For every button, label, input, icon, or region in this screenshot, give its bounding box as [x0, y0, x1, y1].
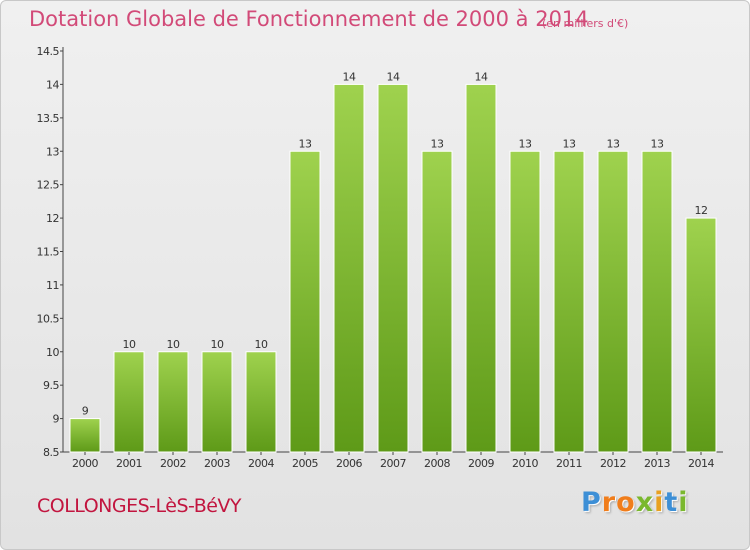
y-tick-label: 11.5 — [37, 246, 60, 259]
logo-letter: r — [601, 487, 617, 518]
bar-2000 — [69, 418, 101, 453]
value-label: 13 — [651, 137, 664, 150]
bar-2001 — [113, 351, 145, 453]
bar-2012 — [597, 150, 629, 453]
bar-2007 — [377, 83, 409, 453]
x-tick-label: 2010 — [512, 457, 538, 470]
x-tick-label: 2013 — [644, 457, 670, 470]
logo-letter: o — [616, 487, 636, 518]
x-tick-label: 2006 — [336, 457, 362, 470]
commune-name: COLLONGES-LèS-BéVY — [37, 495, 242, 517]
y-tick-label: 14 — [46, 78, 59, 91]
value-label: 10 — [123, 338, 136, 351]
value-label: 14 — [343, 70, 356, 83]
y-tick-label: 10 — [46, 346, 59, 359]
value-label: 10 — [211, 338, 224, 351]
x-tick-label: 2001 — [116, 457, 142, 470]
bar-2003 — [201, 351, 233, 453]
bar-2010 — [509, 150, 541, 453]
x-tick-label: 2002 — [160, 457, 186, 470]
y-tick-label: 9.5 — [43, 379, 59, 392]
bar-2008 — [421, 150, 453, 453]
y-tick-label: 9 — [53, 413, 60, 426]
bar-2005 — [289, 150, 321, 453]
value-label: 13 — [607, 137, 620, 150]
bar-2013 — [641, 150, 673, 453]
x-tick-label: 2007 — [380, 457, 406, 470]
x-tick-label: 2011 — [556, 457, 582, 470]
chart-title: Dotation Globale de Fonctionnement de 20… — [29, 7, 589, 31]
x-tick-label: 2003 — [204, 457, 230, 470]
bar-2014 — [685, 217, 717, 453]
value-label: 10 — [167, 338, 180, 351]
x-tick-label: 2008 — [424, 457, 450, 470]
value-label: 13 — [299, 137, 312, 150]
value-label: 14 — [387, 70, 400, 83]
y-tick-label: 14.5 — [37, 45, 60, 58]
x-tick-label: 2000 — [72, 457, 98, 470]
value-label: 13 — [563, 137, 576, 150]
bar-2002 — [157, 351, 189, 453]
x-tick-label: 2012 — [600, 457, 626, 470]
value-label: 13 — [431, 137, 444, 150]
logo-letter: i — [654, 487, 665, 518]
bar-2011 — [553, 150, 585, 453]
logo-letter: P — [581, 487, 602, 518]
y-tick-label: 10.5 — [37, 312, 60, 325]
y-tick-label: 8.5 — [43, 446, 59, 459]
value-label: 9 — [82, 405, 89, 418]
logo-letter: x — [635, 487, 655, 518]
value-label: 10 — [255, 338, 268, 351]
y-tick-label: 13 — [46, 145, 59, 158]
value-label: 13 — [519, 137, 532, 150]
bar-2004 — [245, 351, 277, 453]
value-label: 12 — [695, 204, 708, 217]
value-label: 14 — [475, 70, 488, 83]
unit-note: (en milliers d'€) — [542, 17, 629, 30]
x-tick-label: 2005 — [292, 457, 318, 470]
y-tick-label: 12.5 — [37, 179, 60, 192]
bar-2006 — [333, 83, 365, 453]
x-tick-label: 2009 — [468, 457, 494, 470]
proxiti-logo: Proxiti — [581, 487, 689, 518]
y-tick-label: 12 — [46, 212, 59, 225]
logo-letter: i — [678, 487, 689, 518]
x-tick-label: 2004 — [248, 457, 274, 470]
x-tick-label: 2014 — [688, 457, 714, 470]
bar-2009 — [465, 83, 497, 453]
y-tick-label: 11 — [46, 279, 59, 292]
y-tick-label: 13.5 — [37, 112, 60, 125]
logo-letter: t — [664, 487, 679, 518]
